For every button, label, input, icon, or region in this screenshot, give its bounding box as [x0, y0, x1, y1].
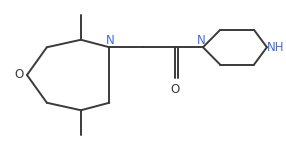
Text: O: O [14, 69, 24, 81]
Text: O: O [170, 83, 180, 96]
Text: NH: NH [267, 41, 284, 54]
Text: N: N [197, 34, 206, 46]
Text: N: N [106, 34, 115, 47]
